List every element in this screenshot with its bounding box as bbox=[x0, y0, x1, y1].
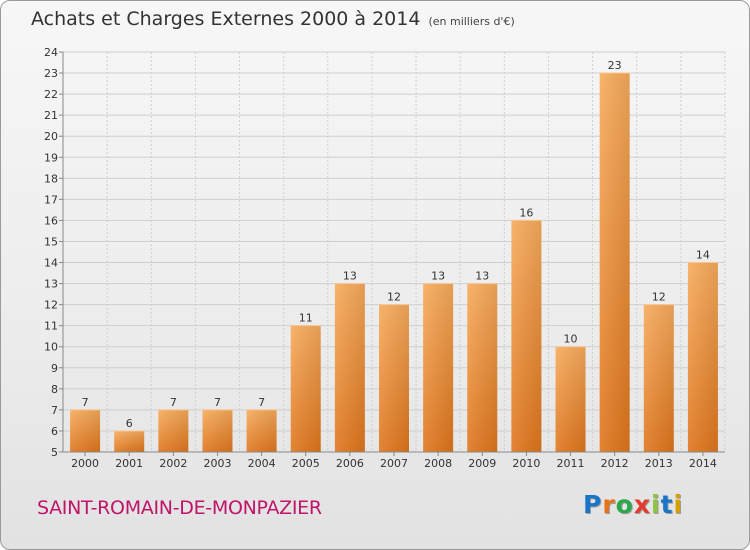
chart-title: Achats et Charges Externes 2000 à 2014 (e… bbox=[31, 8, 515, 30]
data-label: 14 bbox=[696, 249, 710, 262]
y-tick-label: 6 bbox=[51, 425, 58, 438]
logo-letter: i bbox=[651, 490, 661, 519]
y-tick-label: 13 bbox=[44, 278, 58, 291]
bar-shade bbox=[555, 346, 586, 452]
place-name: SAINT-ROMAIN-DE-MONPAZIER bbox=[37, 497, 322, 519]
data-label: 7 bbox=[170, 396, 177, 409]
y-tick-label: 17 bbox=[44, 193, 58, 206]
bar-shade bbox=[467, 283, 498, 452]
bar-shade bbox=[423, 283, 454, 452]
logo-letter: i bbox=[673, 490, 684, 519]
y-tick-label: 5 bbox=[51, 446, 58, 459]
data-label: 7 bbox=[82, 396, 89, 409]
data-label: 6 bbox=[126, 417, 133, 430]
bar-shade bbox=[158, 409, 189, 452]
logo-letter: t bbox=[660, 490, 674, 519]
y-tick-label: 23 bbox=[44, 67, 58, 80]
x-tick-label: 2002 bbox=[159, 457, 187, 470]
y-tick-label: 22 bbox=[44, 88, 58, 101]
x-tick-label: 2006 bbox=[336, 457, 364, 470]
bar-shade bbox=[202, 409, 233, 452]
logo-letter: o bbox=[615, 490, 634, 519]
x-tick-label: 2012 bbox=[601, 457, 629, 470]
x-tick-label: 2005 bbox=[292, 457, 320, 470]
y-tick-label: 10 bbox=[44, 341, 58, 354]
y-tick-label: 20 bbox=[44, 130, 58, 143]
data-label: 7 bbox=[258, 396, 265, 409]
x-tick-label: 2001 bbox=[115, 457, 143, 470]
x-tick-label: 2003 bbox=[203, 457, 231, 470]
y-tick-label: 11 bbox=[44, 320, 58, 333]
data-label: 11 bbox=[299, 312, 313, 325]
y-tick-label: 21 bbox=[44, 109, 58, 122]
data-label: 13 bbox=[343, 270, 357, 283]
bar-shade bbox=[290, 325, 321, 452]
y-tick-label: 12 bbox=[44, 299, 58, 312]
bar-shade bbox=[114, 430, 145, 452]
y-tick-label: 7 bbox=[51, 404, 58, 417]
y-tick-label: 14 bbox=[44, 257, 58, 270]
logo-letter: r bbox=[602, 490, 616, 519]
data-label: 7 bbox=[214, 396, 221, 409]
logo-letter: x bbox=[633, 490, 651, 519]
bar-shade bbox=[334, 283, 365, 452]
x-tick-label: 2014 bbox=[689, 457, 717, 470]
bar-shade bbox=[643, 304, 674, 452]
data-label: 10 bbox=[564, 333, 578, 346]
data-label: 23 bbox=[608, 59, 622, 72]
logo-letter: P bbox=[583, 490, 603, 519]
y-tick-label: 16 bbox=[44, 214, 58, 227]
x-tick-label: 2013 bbox=[645, 457, 673, 470]
bar-shade bbox=[246, 409, 277, 452]
x-tick-label: 2009 bbox=[468, 457, 496, 470]
y-tick-label: 24 bbox=[44, 46, 58, 59]
data-label: 13 bbox=[475, 270, 489, 283]
chart-title-text: Achats et Charges Externes 2000 à 2014 bbox=[31, 8, 421, 30]
chart-unit: (en milliers d'€) bbox=[428, 15, 515, 28]
data-label: 13 bbox=[431, 270, 445, 283]
data-label: 16 bbox=[519, 206, 533, 219]
bar-shade bbox=[70, 409, 101, 452]
bar-shade bbox=[599, 73, 630, 452]
data-label: 12 bbox=[652, 291, 666, 304]
data-label: 12 bbox=[387, 291, 401, 304]
bar-shade bbox=[687, 262, 718, 452]
x-tick-label: 2004 bbox=[248, 457, 276, 470]
x-tick-label: 2007 bbox=[380, 457, 408, 470]
x-tick-label: 2011 bbox=[557, 457, 585, 470]
proxiti-logo: Proxiti bbox=[583, 490, 683, 519]
x-tick-label: 2000 bbox=[71, 457, 99, 470]
y-tick-label: 19 bbox=[44, 151, 58, 164]
y-tick-label: 8 bbox=[51, 383, 58, 396]
bar-shade bbox=[511, 220, 542, 452]
x-tick-label: 2010 bbox=[512, 457, 540, 470]
y-tick-label: 9 bbox=[51, 362, 58, 375]
x-tick-label: 2008 bbox=[424, 457, 452, 470]
bar-shade bbox=[379, 304, 409, 452]
y-tick-label: 18 bbox=[44, 172, 58, 185]
y-tick-label: 15 bbox=[44, 235, 58, 248]
